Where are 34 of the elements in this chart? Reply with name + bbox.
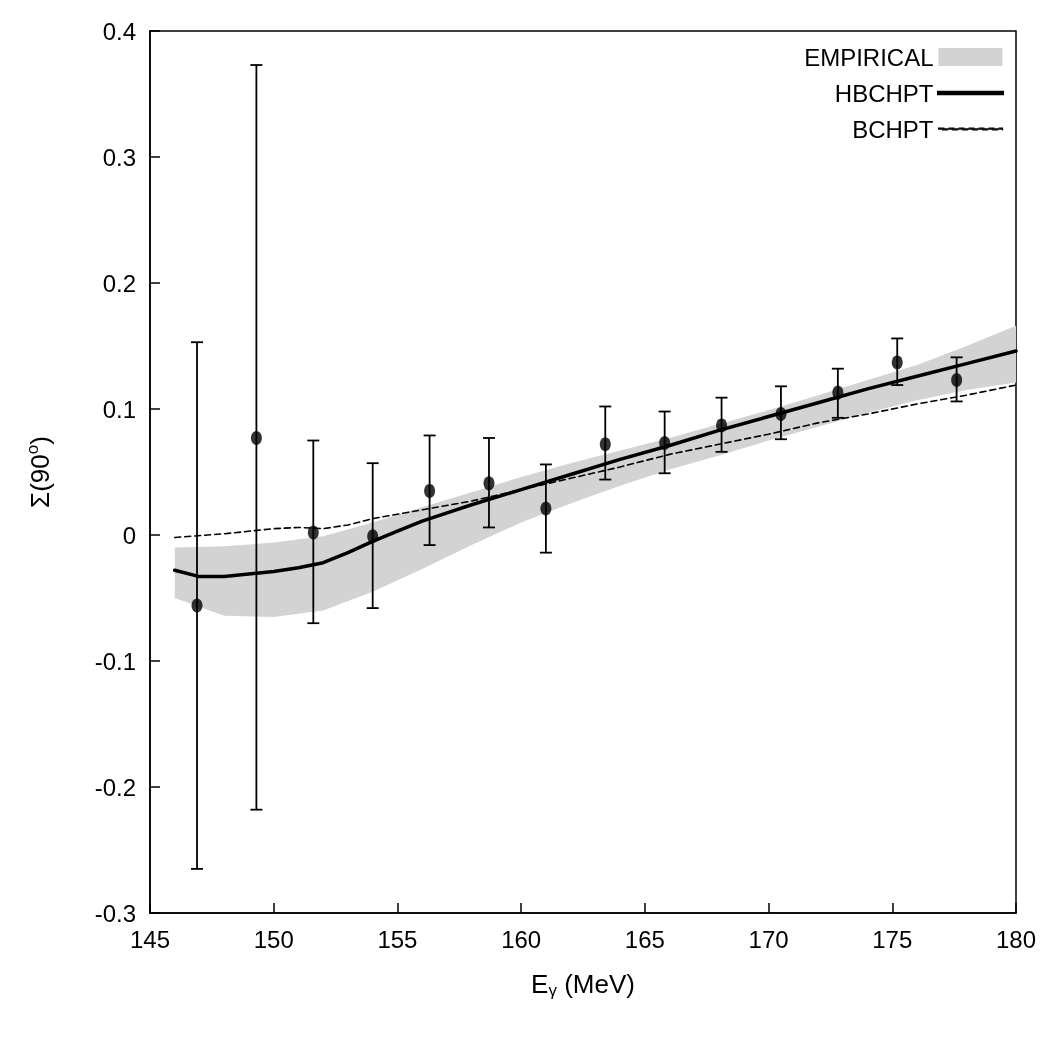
y-tick-label: 0.4 <box>102 17 136 45</box>
point <box>424 483 436 498</box>
y-tick-label: -0.2 <box>94 773 136 801</box>
legend-label: BCHPT <box>852 115 934 143</box>
y-tick-label: -0.1 <box>94 647 136 675</box>
x-tick-label: 170 <box>748 925 789 953</box>
y-tick-label: 0 <box>122 521 136 549</box>
x-tick-label: 150 <box>253 925 294 953</box>
point <box>716 418 728 433</box>
point <box>250 430 262 445</box>
legend-label: HBCHPT <box>834 79 934 107</box>
x-tick-label: 165 <box>624 925 665 953</box>
y-tick-label: 0.1 <box>102 395 136 423</box>
x-tick-label: 145 <box>129 925 171 953</box>
point <box>367 529 379 544</box>
y-tick-label: 0.3 <box>102 143 136 171</box>
point <box>540 501 552 516</box>
y-tick-label: 0.2 <box>102 269 136 297</box>
point <box>951 373 963 388</box>
point <box>832 385 844 400</box>
point <box>307 525 319 540</box>
point <box>891 355 903 370</box>
legend-label: EMPIRICAL <box>804 43 934 71</box>
x-tick-label: 155 <box>377 925 418 953</box>
x-tick-label: 175 <box>872 925 913 953</box>
point <box>191 598 203 613</box>
x-tick-label: 180 <box>995 925 1037 953</box>
y-axis-title: Σ(90o) <box>23 436 55 508</box>
point <box>775 407 787 422</box>
y-tick-label: -0.3 <box>94 899 136 927</box>
x-tick-label: 160 <box>501 925 542 953</box>
point <box>659 436 671 451</box>
point <box>483 476 495 491</box>
point <box>599 437 611 452</box>
